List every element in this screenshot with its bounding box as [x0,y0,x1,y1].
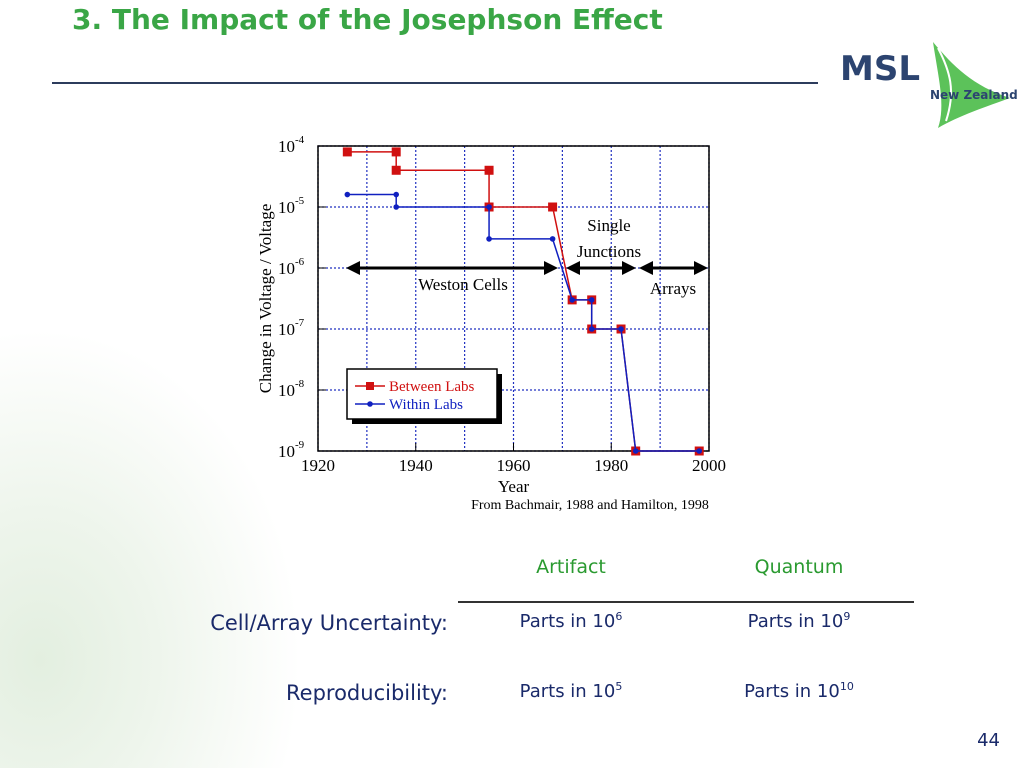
y-tick-exp: -9 [295,439,305,451]
y-tick-base: 10 [278,442,295,461]
annotation: Junctions [577,242,641,261]
marker [548,202,558,212]
legend-marker [366,382,374,390]
marker [486,236,492,242]
logo-name: MSL [840,49,920,89]
marker [393,191,400,198]
cell-exponent: 5 [615,680,623,693]
arrow-head [639,261,708,275]
marker [391,165,401,175]
legend-label: Between Labs [389,379,475,395]
y-tick-base: 10 [278,381,295,400]
cell-exponent: 9 [843,610,851,623]
marker [549,236,556,242]
marker [588,326,595,332]
y-tick-base: 10 [278,198,295,217]
row-label: Cell/Array Uncertainty: [210,611,448,635]
source: From Bachmair, 1988 and Hamilton, 1998 [471,498,709,513]
y-tick-label: 10-5 [278,195,305,217]
x-tick-label: 1960 [497,456,531,475]
marker [393,204,400,210]
legend-marker [367,401,373,407]
marker [391,147,401,157]
marker [588,297,595,303]
x-axis-label: Year [498,477,530,496]
marker [696,448,703,454]
page-number: 44 [977,730,1000,751]
y-tick-label: 10-4 [278,134,305,156]
marker [344,191,351,198]
y-tick-exp: -5 [295,195,305,207]
table-rule [458,601,914,603]
cell-text: Parts in 10 [519,611,616,632]
annotation: Arrays [650,279,696,298]
marker [486,204,492,210]
cell-exponent: 6 [615,610,623,623]
y-tick-exp: -6 [295,256,305,268]
y-tick-exp: -4 [295,134,305,146]
marker [484,165,494,175]
row-label: Reproducibility: [286,681,448,705]
cell-text: Parts in 10 [519,681,616,702]
arrow-head [566,261,636,275]
cell-text: Parts in 10 [744,681,840,702]
table-cell: Parts in 106 [471,610,671,632]
x-tick-label: 1940 [399,456,433,475]
y-tick-label: 10-6 [278,256,305,278]
cell-text: Parts in 10 [747,611,844,632]
y-tick-exp: -7 [295,317,305,329]
cell-exponent: 10 [839,680,854,693]
y-tick-label: 10-8 [278,378,305,400]
column-header: Quantum [754,556,844,578]
x-tick-label: 1980 [594,456,628,475]
chart: 1920 1940 1960 1980 200010-910-810-710-610-5… [256,134,726,513]
logo: MSL New Zealand [840,42,1018,128]
y-axis-label: Change in Voltage / Voltage [256,204,275,394]
title-rule [52,82,818,84]
marker [342,147,352,157]
y-tick-label: 10-7 [278,317,305,339]
y-tick-base: 10 [278,137,295,156]
annotation: Single [587,216,630,235]
y-tick-base: 10 [278,320,295,339]
table-cell: Parts in 109 [699,610,899,632]
logo-leaf [933,42,1010,128]
logo-stroke [937,47,953,122]
marker [618,326,624,332]
marker [632,448,639,454]
column-header: Artifact [536,556,606,578]
legend [346,368,498,420]
x-tick-label: 2000 [692,456,726,475]
logo-subtitle: New Zealand [930,88,1018,102]
annotation: Weston Cells [418,275,508,294]
legend-label: Within Labs [389,397,463,413]
slide-title: 3. The Impact of the Josephson Effect [72,3,663,36]
y-tick-exp: -8 [295,378,305,390]
y-tick-label: 10-9 [278,439,305,461]
x-tick-label: 1920 [301,456,335,475]
table-cell: Parts in 105 [471,680,671,702]
table-cell: Parts in 1010 [699,680,899,702]
y-tick-base: 10 [278,259,295,278]
marker [569,297,575,303]
